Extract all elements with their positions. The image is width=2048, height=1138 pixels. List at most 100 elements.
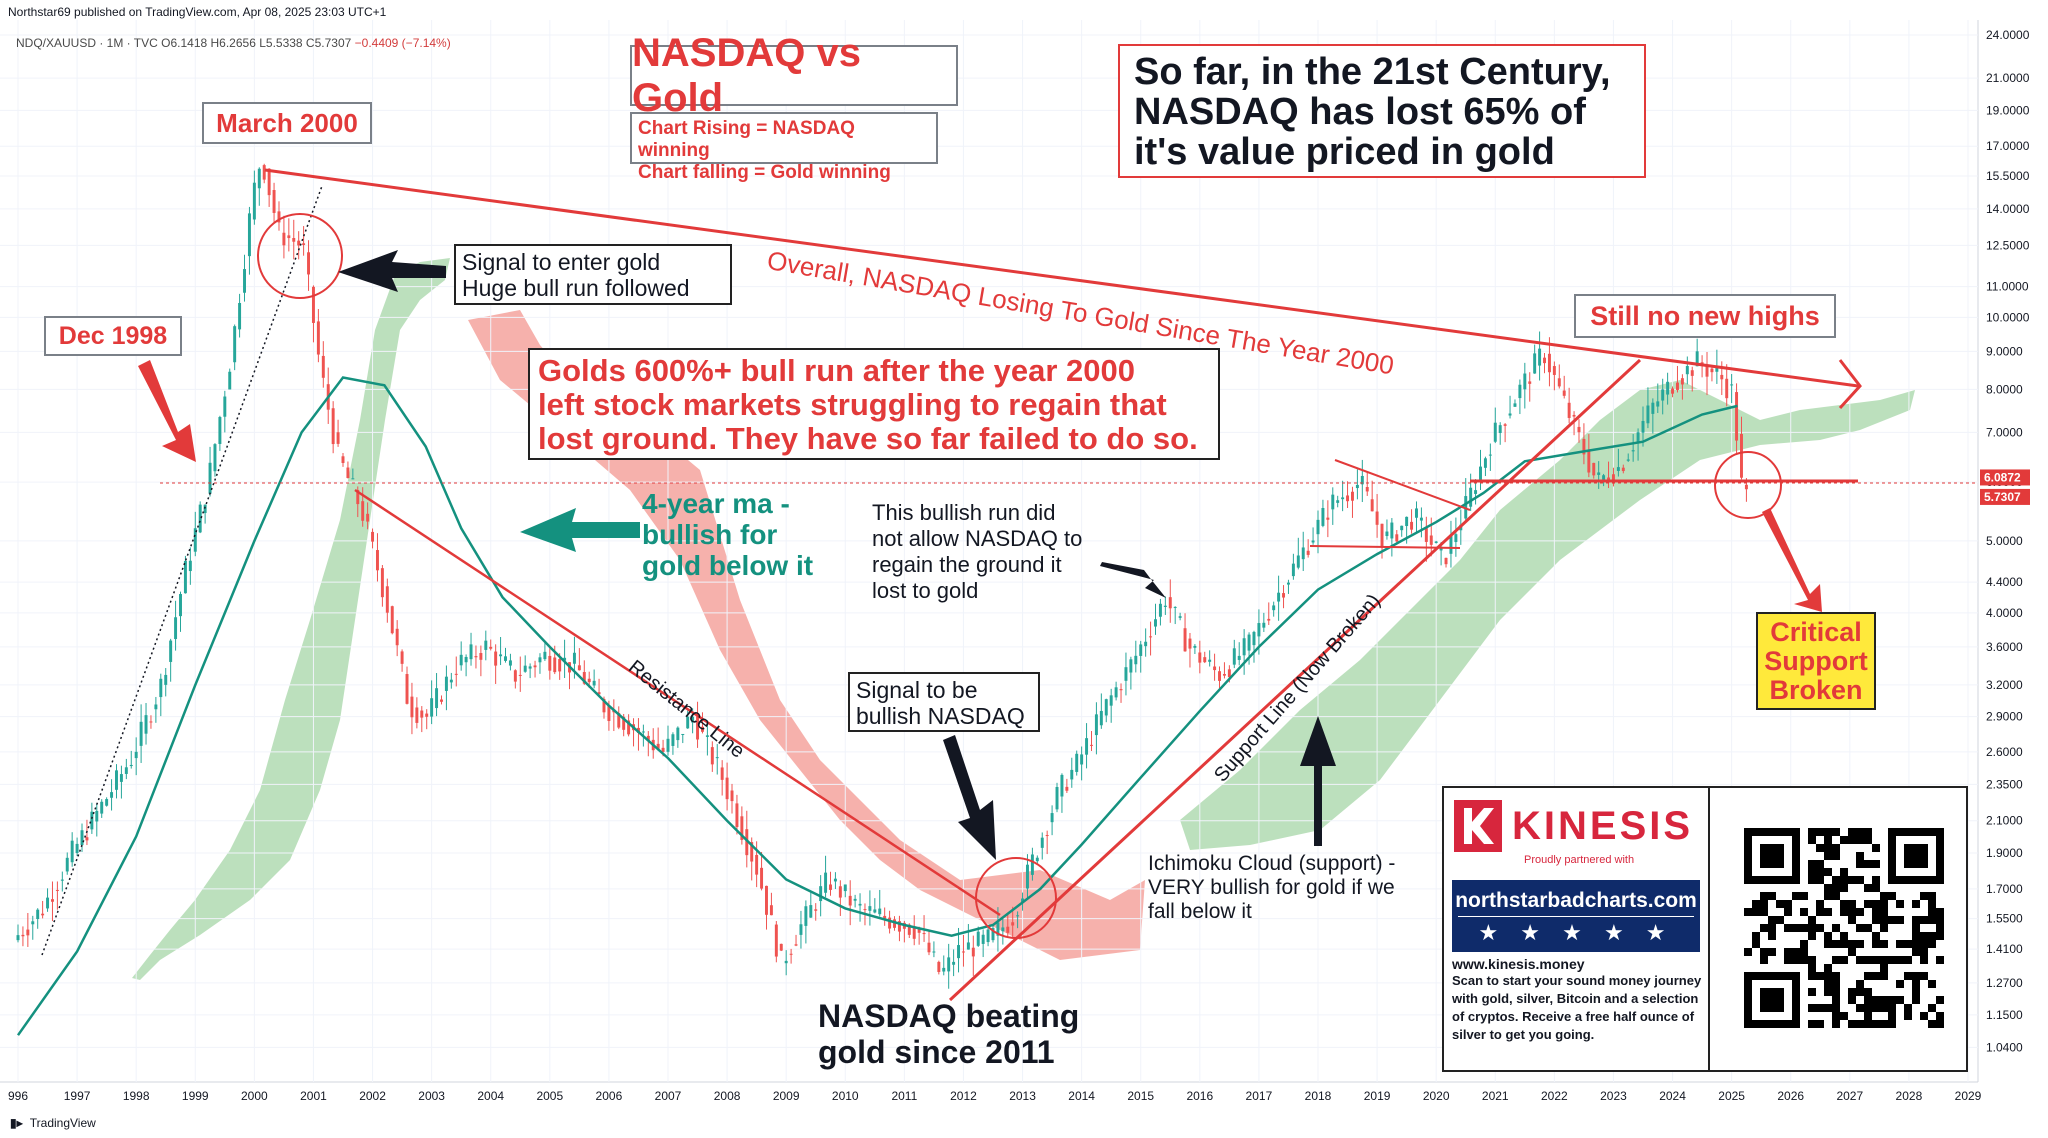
qr-cell [1840, 940, 1848, 948]
qr-cell [1896, 980, 1904, 988]
qr-cell [1840, 908, 1848, 916]
ad-banner[interactable]: northstarbadcharts.com ★ ★ ★ ★ ★ [1452, 880, 1700, 952]
signal-gold-line-2: Huge bull run followed [462, 275, 690, 301]
candle-body [1198, 652, 1202, 663]
qr-cell [1776, 900, 1784, 908]
candle-body [198, 504, 202, 533]
candle-body [848, 895, 852, 906]
qr-cell [1912, 972, 1920, 980]
x-tick-label: 2006 [596, 1089, 623, 1103]
candle-body [371, 531, 375, 542]
qr-cell [1800, 924, 1808, 932]
candle-body [174, 617, 178, 640]
qr-cell [1856, 876, 1864, 884]
qr-cell [1872, 1020, 1880, 1028]
candle-body [553, 657, 557, 673]
y-tick-label: 1.4100 [1986, 942, 2023, 956]
legend-box: Chart Rising = NASDAQ winning Chart fall… [630, 112, 938, 183]
candle-body [1675, 382, 1679, 390]
candle-body [469, 644, 473, 660]
qr-cell [1912, 940, 1920, 948]
x-tick-labels: 996 1997 1998 1999 2000 2001 2002 2003 2004 2005 2… [8, 1089, 1982, 1103]
candle-body [1070, 769, 1074, 780]
candle-body [1415, 508, 1418, 518]
candle-body [1671, 388, 1675, 394]
tradingview-mark-icon: ▮▸ [10, 1116, 23, 1130]
ad-brand-name: KINESIS [1512, 803, 1694, 848]
qr-cell [1784, 908, 1792, 916]
candle-body [1213, 666, 1217, 671]
candle-body [55, 889, 59, 891]
candle-body [405, 674, 409, 704]
candle-body [341, 456, 345, 463]
qr-cell [1824, 892, 1832, 900]
candle-body [961, 951, 965, 953]
tradingview-logo[interactable]: ▮▸ TradingView [10, 1116, 96, 1130]
kinesis-ad[interactable]: KINESIS Proudly partnered with northstar… [1442, 786, 1968, 1072]
candle-body [1188, 638, 1192, 649]
qr-cell [1816, 972, 1824, 980]
qr-cell [1864, 972, 1872, 980]
candle-body [1021, 898, 1025, 903]
ad-site-link[interactable]: www.kinesis.money [1452, 956, 1585, 972]
y-tick-label: 17.0000 [1986, 139, 2030, 153]
qr-cell [1888, 892, 1896, 900]
qr-cell [1880, 1004, 1888, 1012]
y-tick-label: 3.2000 [1986, 678, 2023, 692]
candle-body [548, 655, 552, 671]
qr-cell [1808, 988, 1816, 996]
ma-line [16, 376, 1738, 1036]
x-tick-label: 2005 [536, 1089, 563, 1103]
early-dotted-trend [41, 185, 323, 956]
candle-body [252, 182, 256, 220]
qr-cell [1848, 908, 1856, 916]
candle-body [169, 640, 173, 662]
candle-body [1592, 462, 1596, 476]
qr-cell [1864, 996, 1872, 1004]
candle-body [508, 660, 512, 666]
ad-banner-url[interactable]: northstarbadcharts.com [1455, 889, 1697, 912]
candle-body [1257, 623, 1261, 637]
candle-body [1085, 738, 1089, 755]
candle-body [617, 713, 621, 728]
candle-body [504, 656, 507, 661]
chart-title: NASDAQ vs Gold [632, 30, 861, 120]
qr-cell [1896, 956, 1904, 964]
ad-copy: Scan to start your sound money journey w… [1452, 973, 1702, 1042]
price-label: 6.0872 [1984, 470, 2021, 484]
candle-body [1552, 366, 1556, 375]
qr-cell [1792, 956, 1800, 964]
candle-body [489, 646, 493, 649]
qr-cell [1808, 916, 1816, 924]
qr-cell [1864, 1020, 1872, 1028]
ichimoku-line-2: VERY bullish for gold if we [1148, 876, 1395, 899]
qr-cell [1800, 956, 1808, 964]
x-tick-label: 2002 [359, 1089, 386, 1103]
candle-body [681, 733, 685, 735]
qr-cell [1800, 940, 1808, 948]
qr-cell [1832, 876, 1840, 884]
qr-cell [1904, 1012, 1912, 1020]
x-tick-label: 2017 [1246, 1089, 1273, 1103]
candle-body [1365, 487, 1369, 492]
candle-body [1247, 634, 1251, 651]
candle-body [425, 713, 429, 717]
candle-body [745, 829, 749, 856]
x-tick-label: 2020 [1423, 1089, 1450, 1103]
symbol-line: NDQ/XAUUSD · 1M · TVC O6.1418 H6.2656 L5… [16, 36, 451, 50]
candle-body [267, 168, 271, 196]
ma-arrow [520, 508, 640, 552]
x-tick-label: 2013 [1009, 1089, 1036, 1103]
qr-cell [1768, 924, 1776, 932]
candle-body [400, 651, 404, 664]
qr-cell [1768, 932, 1776, 940]
critical-line-1: Critical [1770, 616, 1862, 647]
qr-cell [1888, 996, 1896, 1004]
qr-code-icon[interactable] [1744, 828, 1944, 1028]
qr-cell [1896, 940, 1904, 948]
qr-cell [1888, 916, 1896, 924]
qr-cell [1824, 908, 1832, 916]
x-tick-label: 996 [8, 1089, 28, 1103]
qr-cell [1808, 932, 1816, 940]
candle-body [336, 432, 340, 444]
